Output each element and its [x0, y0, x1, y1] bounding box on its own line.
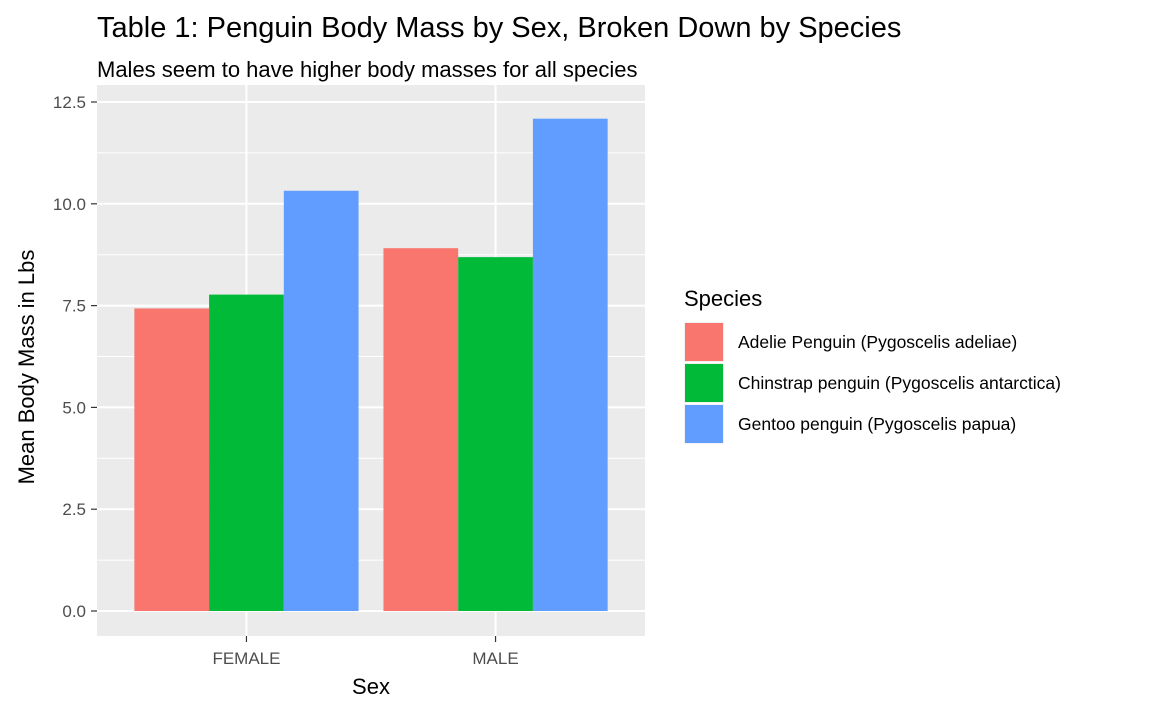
x-tick-label: FEMALE — [212, 649, 280, 668]
legend-title: Species — [684, 286, 762, 311]
bars — [134, 118, 608, 612]
x-axis-title: Sex — [352, 674, 390, 699]
legend-label: Chinstrap penguin (Pygoscelis antarctica… — [738, 373, 1061, 393]
chart-title: Table 1: Penguin Body Mass by Sex, Broke… — [97, 12, 901, 44]
x-axis: FEMALE MALE — [212, 636, 519, 668]
y-tick-label: 10.0 — [53, 195, 86, 214]
y-tick-label: 0.0 — [62, 602, 86, 621]
legend-key — [685, 323, 723, 361]
bar — [458, 257, 533, 611]
legend: Species Adelie Penguin (Pygoscelis adeli… — [684, 286, 1061, 444]
chart-subtitle: Males seem to have higher body masses fo… — [97, 57, 637, 82]
y-tick-label: 12.5 — [53, 93, 86, 112]
bar — [283, 190, 359, 612]
x-tick-label: MALE — [472, 649, 518, 668]
bar — [532, 118, 608, 612]
legend-label: Gentoo penguin (Pygoscelis papua) — [738, 414, 1016, 434]
bar — [134, 308, 210, 611]
y-tick-label: 7.5 — [62, 297, 86, 316]
bar — [383, 248, 459, 611]
y-axis: 0.0 2.5 5.0 7.5 10.0 12.5 — [53, 93, 97, 621]
bar — [209, 294, 284, 611]
y-tick-label: 5.0 — [62, 398, 86, 417]
legend-key — [685, 364, 723, 402]
legend-key — [685, 405, 723, 443]
y-axis-title: Mean Body Mass in Lbs — [14, 250, 39, 485]
legend-label: Adelie Penguin (Pygoscelis adeliae) — [738, 332, 1017, 352]
y-tick-label: 2.5 — [62, 500, 86, 519]
